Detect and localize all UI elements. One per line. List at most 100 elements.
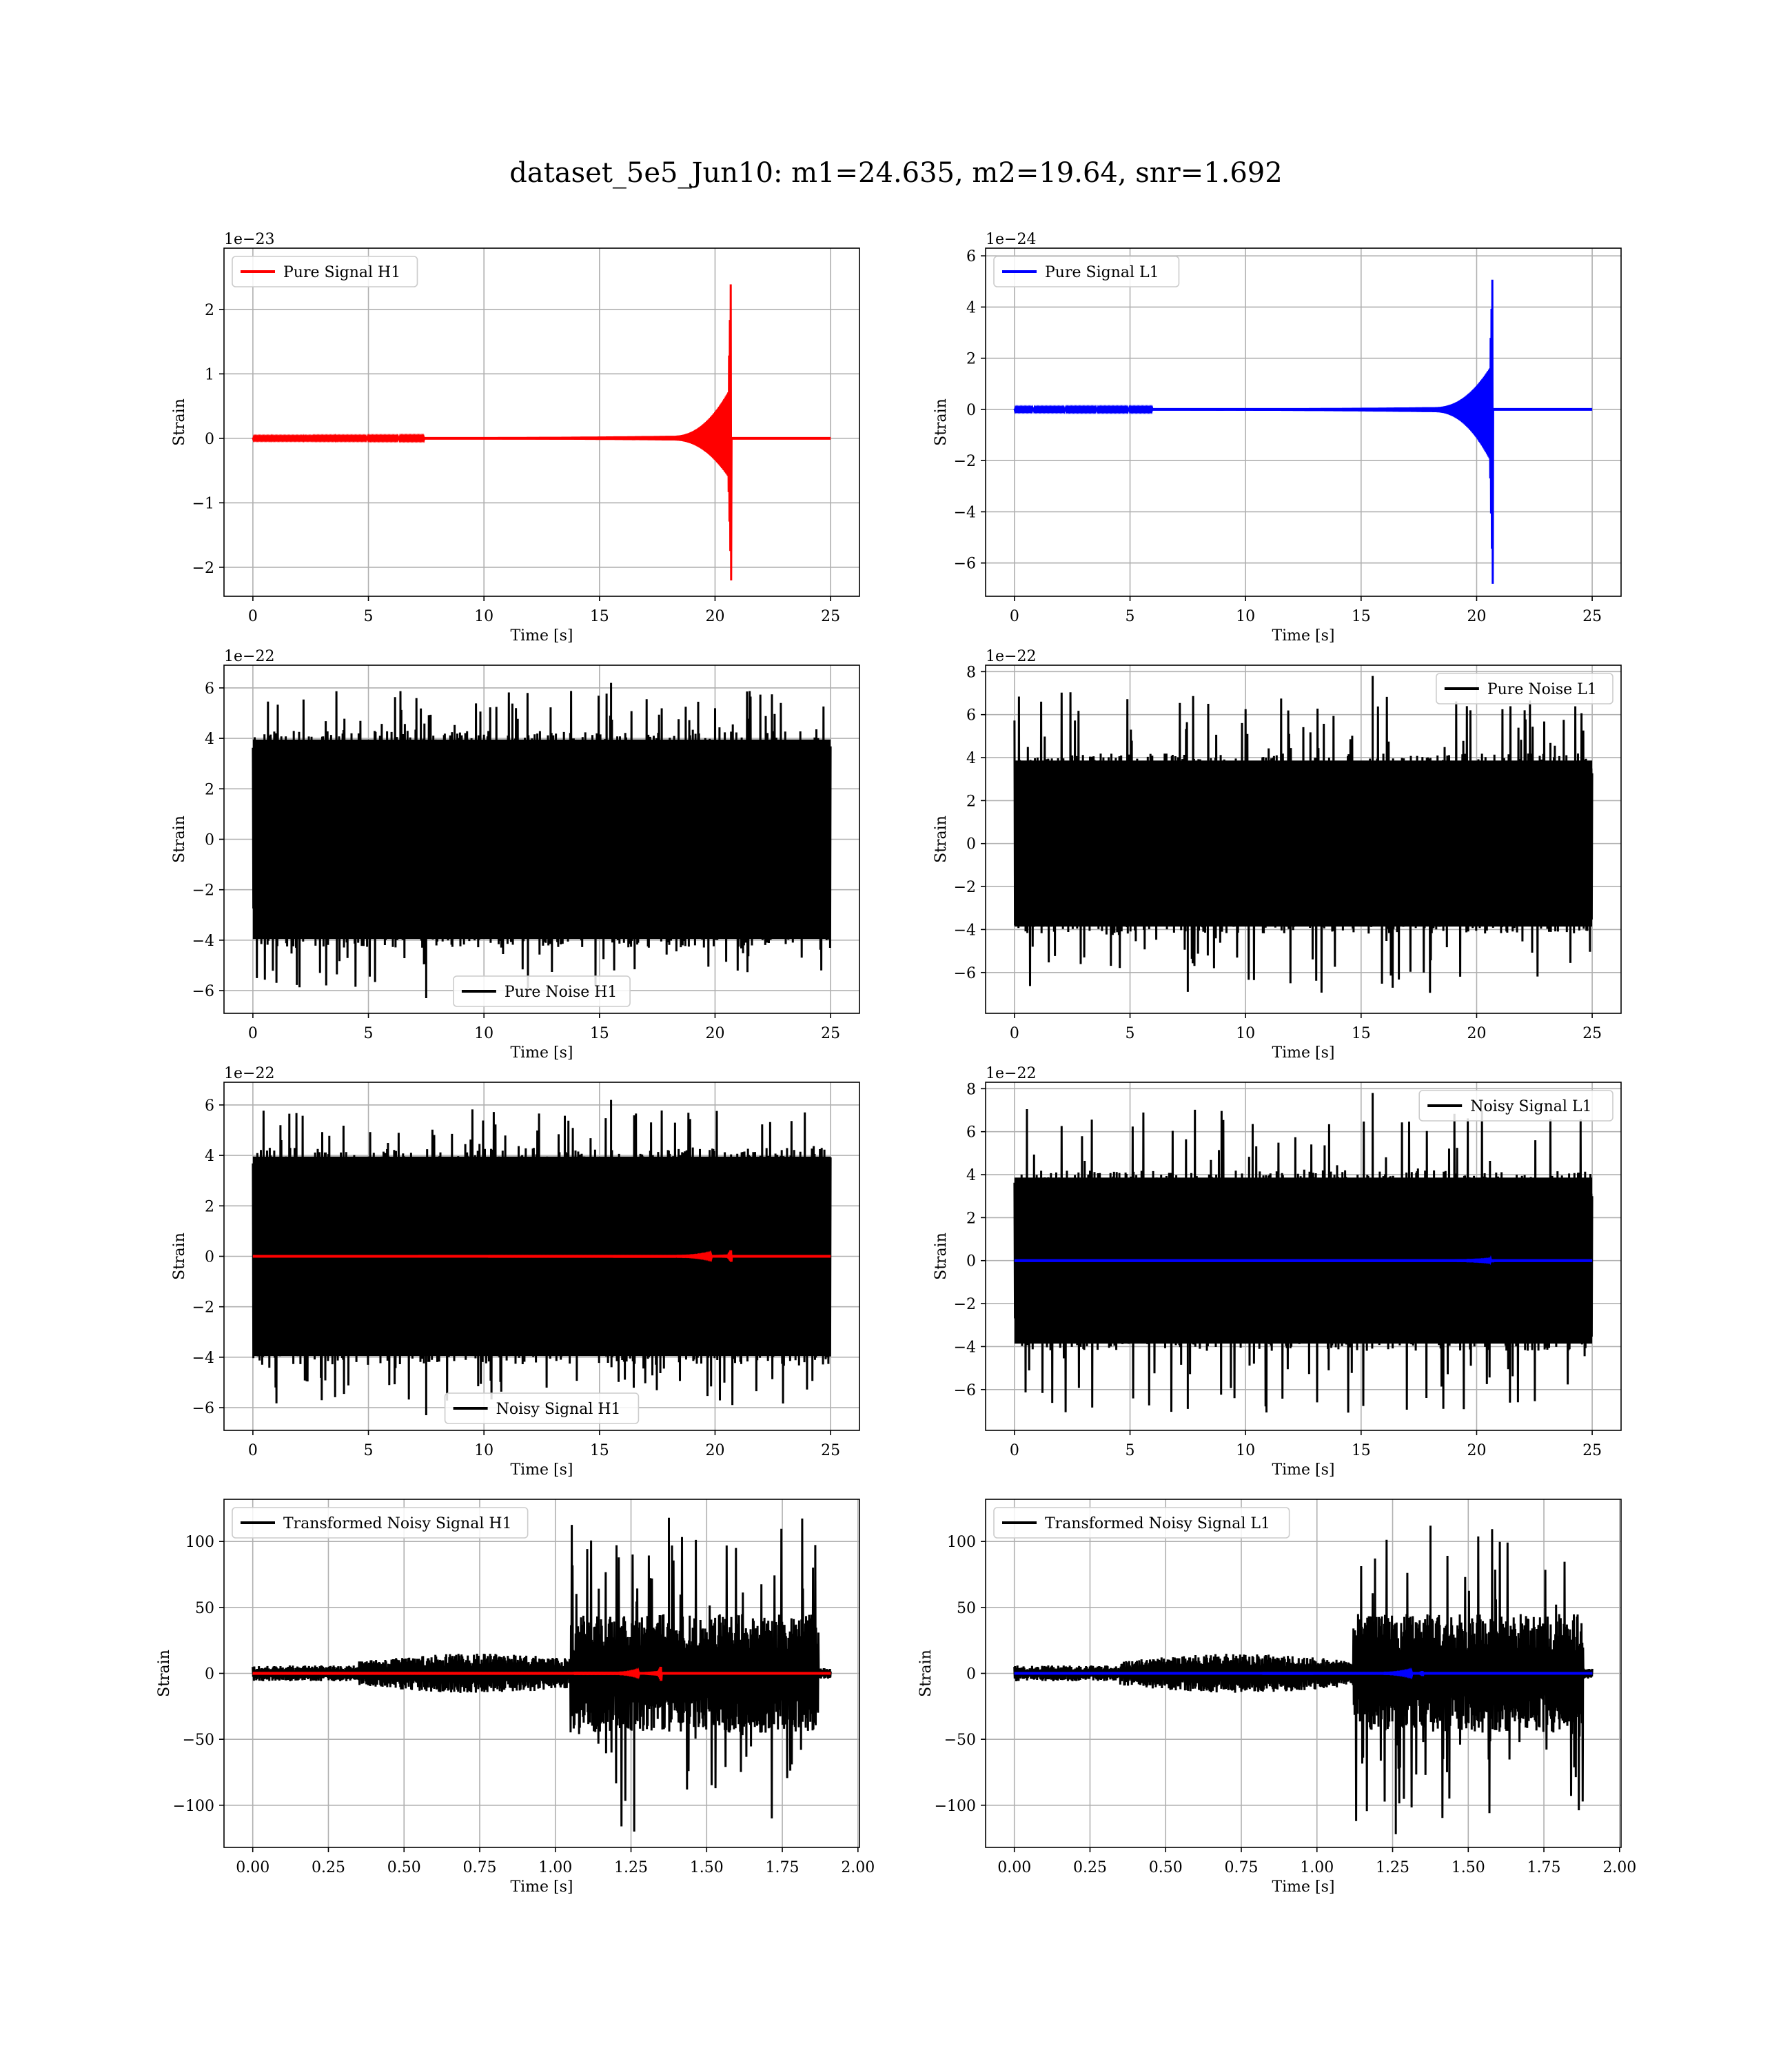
legend-box bbox=[1418, 1090, 1613, 1122]
x-tick-label: 15 bbox=[1352, 1025, 1371, 1042]
y-tick-label: 8 bbox=[966, 664, 976, 681]
x-tick-label: 0 bbox=[1010, 608, 1019, 625]
plot-area bbox=[1013, 279, 1593, 584]
x-tick-label: 0.75 bbox=[463, 1859, 497, 1876]
series-line bbox=[1013, 1108, 1594, 1413]
y-tick-label: 1 bbox=[205, 366, 214, 383]
y-tick-label: 4 bbox=[966, 299, 976, 316]
y-axis-label: Strain bbox=[156, 1650, 173, 1697]
x-tick-label: 0.50 bbox=[387, 1859, 421, 1876]
y-tick-label: 0 bbox=[966, 1666, 976, 1683]
axes-frame bbox=[985, 247, 1622, 597]
y-tick-label: −2 bbox=[954, 879, 976, 896]
y-tick-label: −6 bbox=[192, 1400, 214, 1417]
y-tick-label: 0 bbox=[205, 1249, 214, 1266]
y-tick-label: −4 bbox=[192, 933, 214, 950]
y-tick-label: 2 bbox=[205, 781, 214, 798]
x-tick-label: 0 bbox=[1010, 1025, 1019, 1042]
x-tick-label: 15 bbox=[1352, 1442, 1371, 1459]
x-tick-label: 25 bbox=[1582, 1442, 1602, 1459]
y-tick-label: 4 bbox=[966, 1167, 976, 1184]
x-axis-label: Time [s] bbox=[1272, 627, 1334, 645]
x-tick-label: 2.00 bbox=[841, 1859, 875, 1876]
x-tick-label: 10 bbox=[474, 1442, 493, 1459]
legend-box bbox=[453, 975, 631, 1007]
subplot-4: 0 5 10 15 20 25 −6 −4 −2 0 2 4 6 8 Time [s] Strain 1e−22… bbox=[933, 648, 1622, 1062]
x-tick-label: 20 bbox=[1467, 1442, 1486, 1459]
x-tick-label: 0.75 bbox=[1225, 1859, 1259, 1876]
x-tick-label: 10 bbox=[474, 1025, 493, 1042]
legend: Pure Noise L1 bbox=[1436, 673, 1613, 704]
y-tick-label: 6 bbox=[205, 1097, 214, 1115]
y-tick-label: −2 bbox=[954, 453, 976, 470]
y-tick-label: 0 bbox=[966, 402, 976, 419]
y-tick-label: −4 bbox=[954, 1339, 976, 1356]
x-tick-label: 0 bbox=[248, 1025, 258, 1042]
x-axis-label: Time [s] bbox=[1272, 1044, 1334, 1062]
y-tick-label: 100 bbox=[185, 1534, 214, 1551]
y-axis-label: Strain bbox=[171, 815, 188, 863]
subplot-7: 0.00 0.25 0.50 0.75 1.00 1.25 1.50 1.75 2.00 −100… bbox=[156, 1499, 875, 1896]
y-tick-label: 6 bbox=[966, 1124, 976, 1142]
y-tick-label: 6 bbox=[966, 248, 976, 265]
y-tick-label: 6 bbox=[966, 707, 976, 724]
y-axis-label: Strain bbox=[933, 1233, 950, 1280]
x-tick-label: 0 bbox=[248, 1442, 258, 1459]
series-line bbox=[252, 691, 832, 989]
x-tick-label: 1.75 bbox=[766, 1859, 800, 1876]
legend-label: Transformed Noisy Signal L1 bbox=[1045, 1515, 1270, 1532]
plot-area bbox=[1013, 1093, 1594, 1413]
legend: Noisy Signal H1 bbox=[444, 1392, 640, 1424]
series-line bbox=[252, 1518, 832, 1827]
x-tick-label: 20 bbox=[1467, 1025, 1486, 1042]
y-tick-label: 8 bbox=[966, 1081, 976, 1098]
series-line bbox=[1013, 692, 1594, 993]
legend-box bbox=[444, 1392, 640, 1424]
x-tick-label: 10 bbox=[1236, 1442, 1255, 1459]
y-tick-label: −1 bbox=[192, 495, 214, 512]
x-tick-label: 1.00 bbox=[1300, 1859, 1334, 1876]
y-tick-label: 4 bbox=[205, 731, 214, 748]
legend-label: Noisy Signal L1 bbox=[1470, 1098, 1591, 1115]
x-tick-label: 20 bbox=[705, 1442, 724, 1459]
y-tick-label: 50 bbox=[957, 1600, 976, 1617]
x-tick-label: 1.75 bbox=[1527, 1859, 1561, 1876]
y-tick-label: −6 bbox=[954, 965, 976, 982]
series-line bbox=[252, 284, 831, 581]
x-tick-label: 2.00 bbox=[1602, 1859, 1636, 1876]
x-axis-label: Time [s] bbox=[510, 1044, 573, 1062]
x-tick-label: 0 bbox=[248, 608, 258, 625]
x-tick-label: 5 bbox=[1126, 1025, 1135, 1042]
y-tick-label: 2 bbox=[966, 351, 976, 368]
x-tick-label: 20 bbox=[1467, 608, 1486, 625]
x-tick-label: 5 bbox=[1126, 608, 1135, 625]
plot-area bbox=[1013, 1525, 1594, 1834]
y-tick-label: 2 bbox=[205, 302, 214, 319]
x-tick-label: 0.25 bbox=[1073, 1859, 1107, 1876]
axes-frame bbox=[985, 665, 1622, 1014]
y-tick-label: 2 bbox=[966, 793, 976, 810]
x-tick-label: 20 bbox=[705, 1025, 724, 1042]
x-tick-label: 1.50 bbox=[1452, 1859, 1485, 1876]
x-axis-label: Time [s] bbox=[510, 1461, 573, 1479]
y-tick-label: 0 bbox=[966, 1253, 976, 1270]
legend: Transformed Noisy Signal L1 bbox=[993, 1507, 1290, 1539]
y-axis-label: Strain bbox=[917, 1650, 935, 1697]
x-tick-label: 0.00 bbox=[997, 1859, 1031, 1876]
y-tick-label: −6 bbox=[192, 983, 214, 1000]
y-tick-label: 50 bbox=[195, 1600, 214, 1617]
subplot-1: 0 5 10 15 20 25 −2 −1 0 1 2 Time [s] Strain 1e−23 Pure… bbox=[171, 231, 860, 645]
subplot-5: 0 5 10 15 20 25 −6 −4 −2 0 2 4 6 Time [s] Strain 1e−22 N… bbox=[171, 1065, 860, 1479]
legend-label: Pure Signal L1 bbox=[1045, 264, 1159, 281]
legend: Transformed Noisy Signal H1 bbox=[232, 1507, 529, 1539]
x-tick-label: 5 bbox=[364, 1025, 374, 1042]
legend-box bbox=[1436, 673, 1613, 704]
plot-area bbox=[252, 682, 832, 999]
x-tick-label: 25 bbox=[821, 1025, 840, 1042]
x-tick-label: 15 bbox=[1352, 608, 1371, 625]
x-tick-label: 15 bbox=[590, 608, 609, 625]
offset-text: 1e−22 bbox=[224, 1065, 274, 1082]
x-tick-label: 0.00 bbox=[236, 1859, 269, 1876]
y-tick-label: −6 bbox=[954, 1382, 976, 1399]
